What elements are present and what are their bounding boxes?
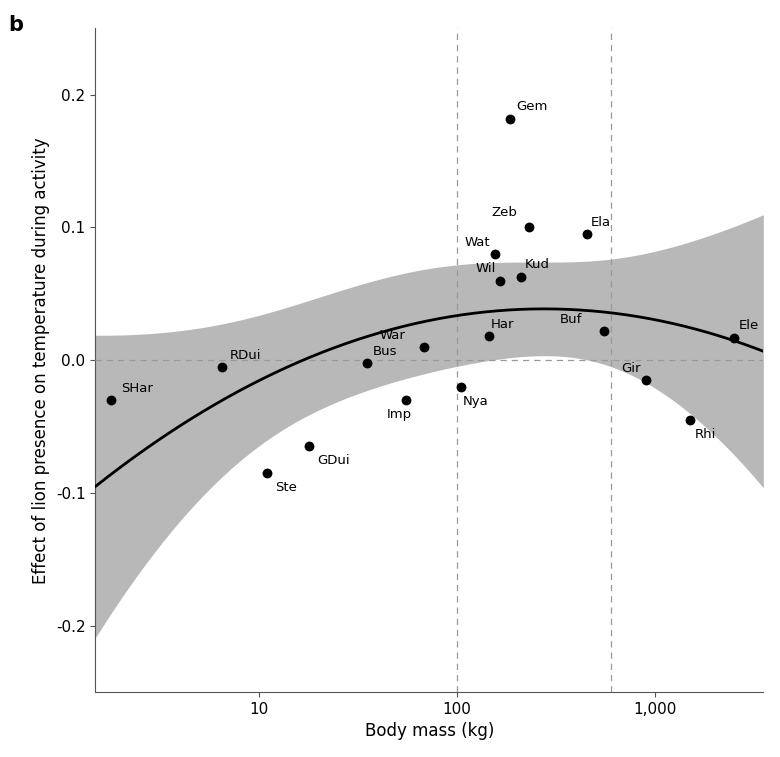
Text: Zeb: Zeb: [491, 207, 518, 220]
Point: [523, 221, 535, 233]
Text: Kud: Kud: [525, 258, 550, 271]
Point: [580, 228, 593, 240]
Text: b: b: [9, 15, 23, 35]
Text: Gir: Gir: [622, 362, 641, 375]
Text: Wat: Wat: [465, 235, 491, 249]
Point: [597, 325, 610, 337]
Y-axis label: Effect of lion presence on temperature during activity: Effect of lion presence on temperature d…: [32, 137, 51, 584]
Text: Ele: Ele: [739, 319, 759, 332]
Point: [360, 357, 373, 369]
Point: [455, 381, 467, 393]
Point: [684, 414, 697, 426]
Point: [488, 248, 501, 260]
Text: Bus: Bus: [374, 344, 398, 357]
Point: [494, 275, 506, 287]
X-axis label: Body mass (kg): Body mass (kg): [364, 722, 494, 740]
Point: [483, 330, 495, 342]
Text: Ela: Ela: [590, 216, 611, 229]
Point: [504, 113, 516, 125]
Text: Imp: Imp: [386, 408, 411, 421]
Text: SHar: SHar: [121, 382, 153, 394]
Text: War: War: [380, 329, 406, 341]
Point: [640, 374, 653, 386]
Text: Rhi: Rhi: [694, 428, 716, 441]
Point: [417, 341, 430, 353]
Point: [215, 361, 228, 373]
Point: [303, 441, 316, 453]
Point: [105, 394, 117, 406]
Point: [399, 394, 412, 406]
Text: Har: Har: [491, 318, 514, 331]
Point: [515, 270, 527, 282]
Point: [728, 332, 740, 344]
Text: Ste: Ste: [275, 481, 297, 494]
Point: [261, 467, 273, 479]
Text: Buf: Buf: [560, 313, 583, 326]
Text: Nya: Nya: [463, 394, 489, 408]
Text: Gem: Gem: [516, 100, 548, 114]
Text: RDui: RDui: [230, 348, 261, 362]
Text: Wil: Wil: [475, 262, 496, 276]
Text: GDui: GDui: [317, 454, 350, 467]
